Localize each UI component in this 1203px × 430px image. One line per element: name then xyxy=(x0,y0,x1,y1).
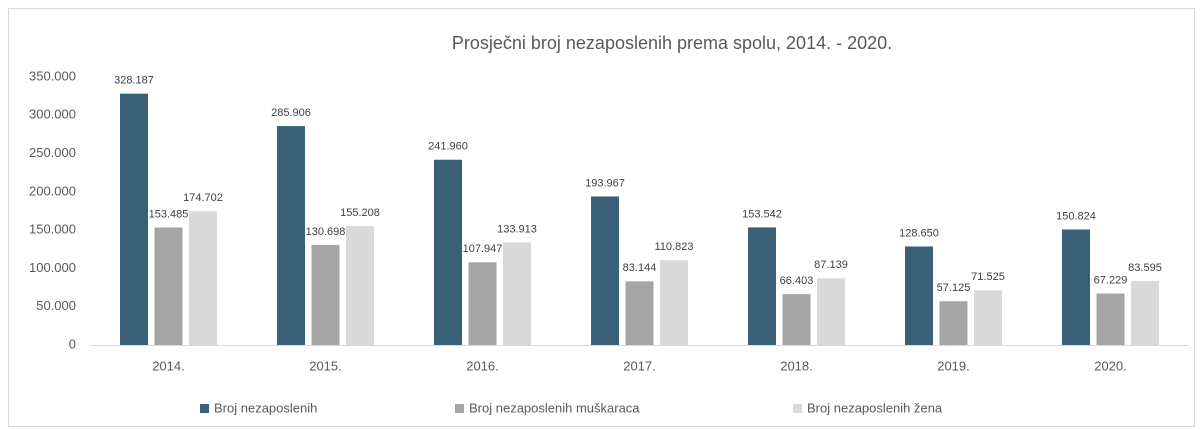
value-label: 110.823 xyxy=(655,241,694,253)
bar xyxy=(748,227,776,345)
value-label: 153.542 xyxy=(742,208,782,220)
value-label: 130.698 xyxy=(306,226,346,238)
value-label: 128.650 xyxy=(899,227,939,239)
bar xyxy=(817,278,845,345)
x-tick-label: 2020. xyxy=(1094,358,1127,373)
bar xyxy=(905,246,933,345)
bar xyxy=(311,244,340,345)
value-label: 57.125 xyxy=(937,282,971,294)
bar xyxy=(189,211,217,345)
value-label: 328.187 xyxy=(114,75,154,87)
y-tick-label: 50.000 xyxy=(36,298,76,313)
legend-label: Broj nezaposlenih žena xyxy=(807,400,943,415)
y-tick-label: 100.000 xyxy=(29,260,76,275)
bar xyxy=(120,93,148,346)
bar xyxy=(1131,280,1159,345)
value-label: 193.967 xyxy=(585,177,625,189)
bar xyxy=(782,294,811,345)
y-tick-label: 150.000 xyxy=(29,222,76,237)
value-label: 285.906 xyxy=(271,107,311,119)
bar xyxy=(277,126,305,345)
chart-frame xyxy=(8,8,1195,427)
x-tick-label: 2017. xyxy=(623,358,656,373)
x-tick-label: 2016. xyxy=(466,358,499,373)
bar xyxy=(468,262,497,345)
value-label: 174.702 xyxy=(183,192,223,204)
bar xyxy=(154,227,183,345)
y-tick-label: 350.000 xyxy=(29,68,76,83)
y-tick-label: 0 xyxy=(69,336,76,351)
x-tick-label: 2014. xyxy=(152,358,185,373)
y-tick-label: 300.000 xyxy=(29,107,76,122)
value-label: 66.403 xyxy=(780,275,814,287)
bar xyxy=(434,159,462,345)
value-label: 133.913 xyxy=(497,223,537,235)
legend-label: Broj nezaposlenih muškaraca xyxy=(469,400,640,415)
legend-label: Broj nezaposlenih xyxy=(214,400,317,415)
bar xyxy=(503,242,531,345)
bar xyxy=(625,281,654,345)
bar xyxy=(1096,293,1125,345)
value-label: 87.139 xyxy=(814,259,848,271)
y-tick-label: 200.000 xyxy=(29,183,76,198)
bar xyxy=(939,301,968,345)
x-tick-label: 2015. xyxy=(309,358,342,373)
x-tick-label: 2019. xyxy=(937,358,970,373)
bar xyxy=(591,196,619,345)
value-label: 71.525 xyxy=(971,271,1005,283)
value-label: 153.485 xyxy=(149,208,189,220)
legend-swatch xyxy=(793,404,802,413)
value-label: 83.595 xyxy=(1128,262,1162,274)
legend-swatch xyxy=(455,404,464,413)
bar xyxy=(346,226,374,345)
value-label: 155.208 xyxy=(340,207,380,219)
bar xyxy=(1062,229,1090,345)
value-label: 150.824 xyxy=(1056,210,1096,222)
chart-title: Prosječni broj nezaposlenih prema spolu,… xyxy=(452,33,892,53)
bar xyxy=(974,290,1002,345)
legend-swatch xyxy=(200,404,209,413)
value-label: 67.229 xyxy=(1094,274,1128,286)
value-label: 83.144 xyxy=(623,262,657,274)
x-tick-label: 2018. xyxy=(780,358,813,373)
value-label: 107.947 xyxy=(463,243,503,255)
y-tick-label: 250.000 xyxy=(29,145,76,160)
value-label: 241.960 xyxy=(428,141,468,153)
bar xyxy=(660,260,688,345)
